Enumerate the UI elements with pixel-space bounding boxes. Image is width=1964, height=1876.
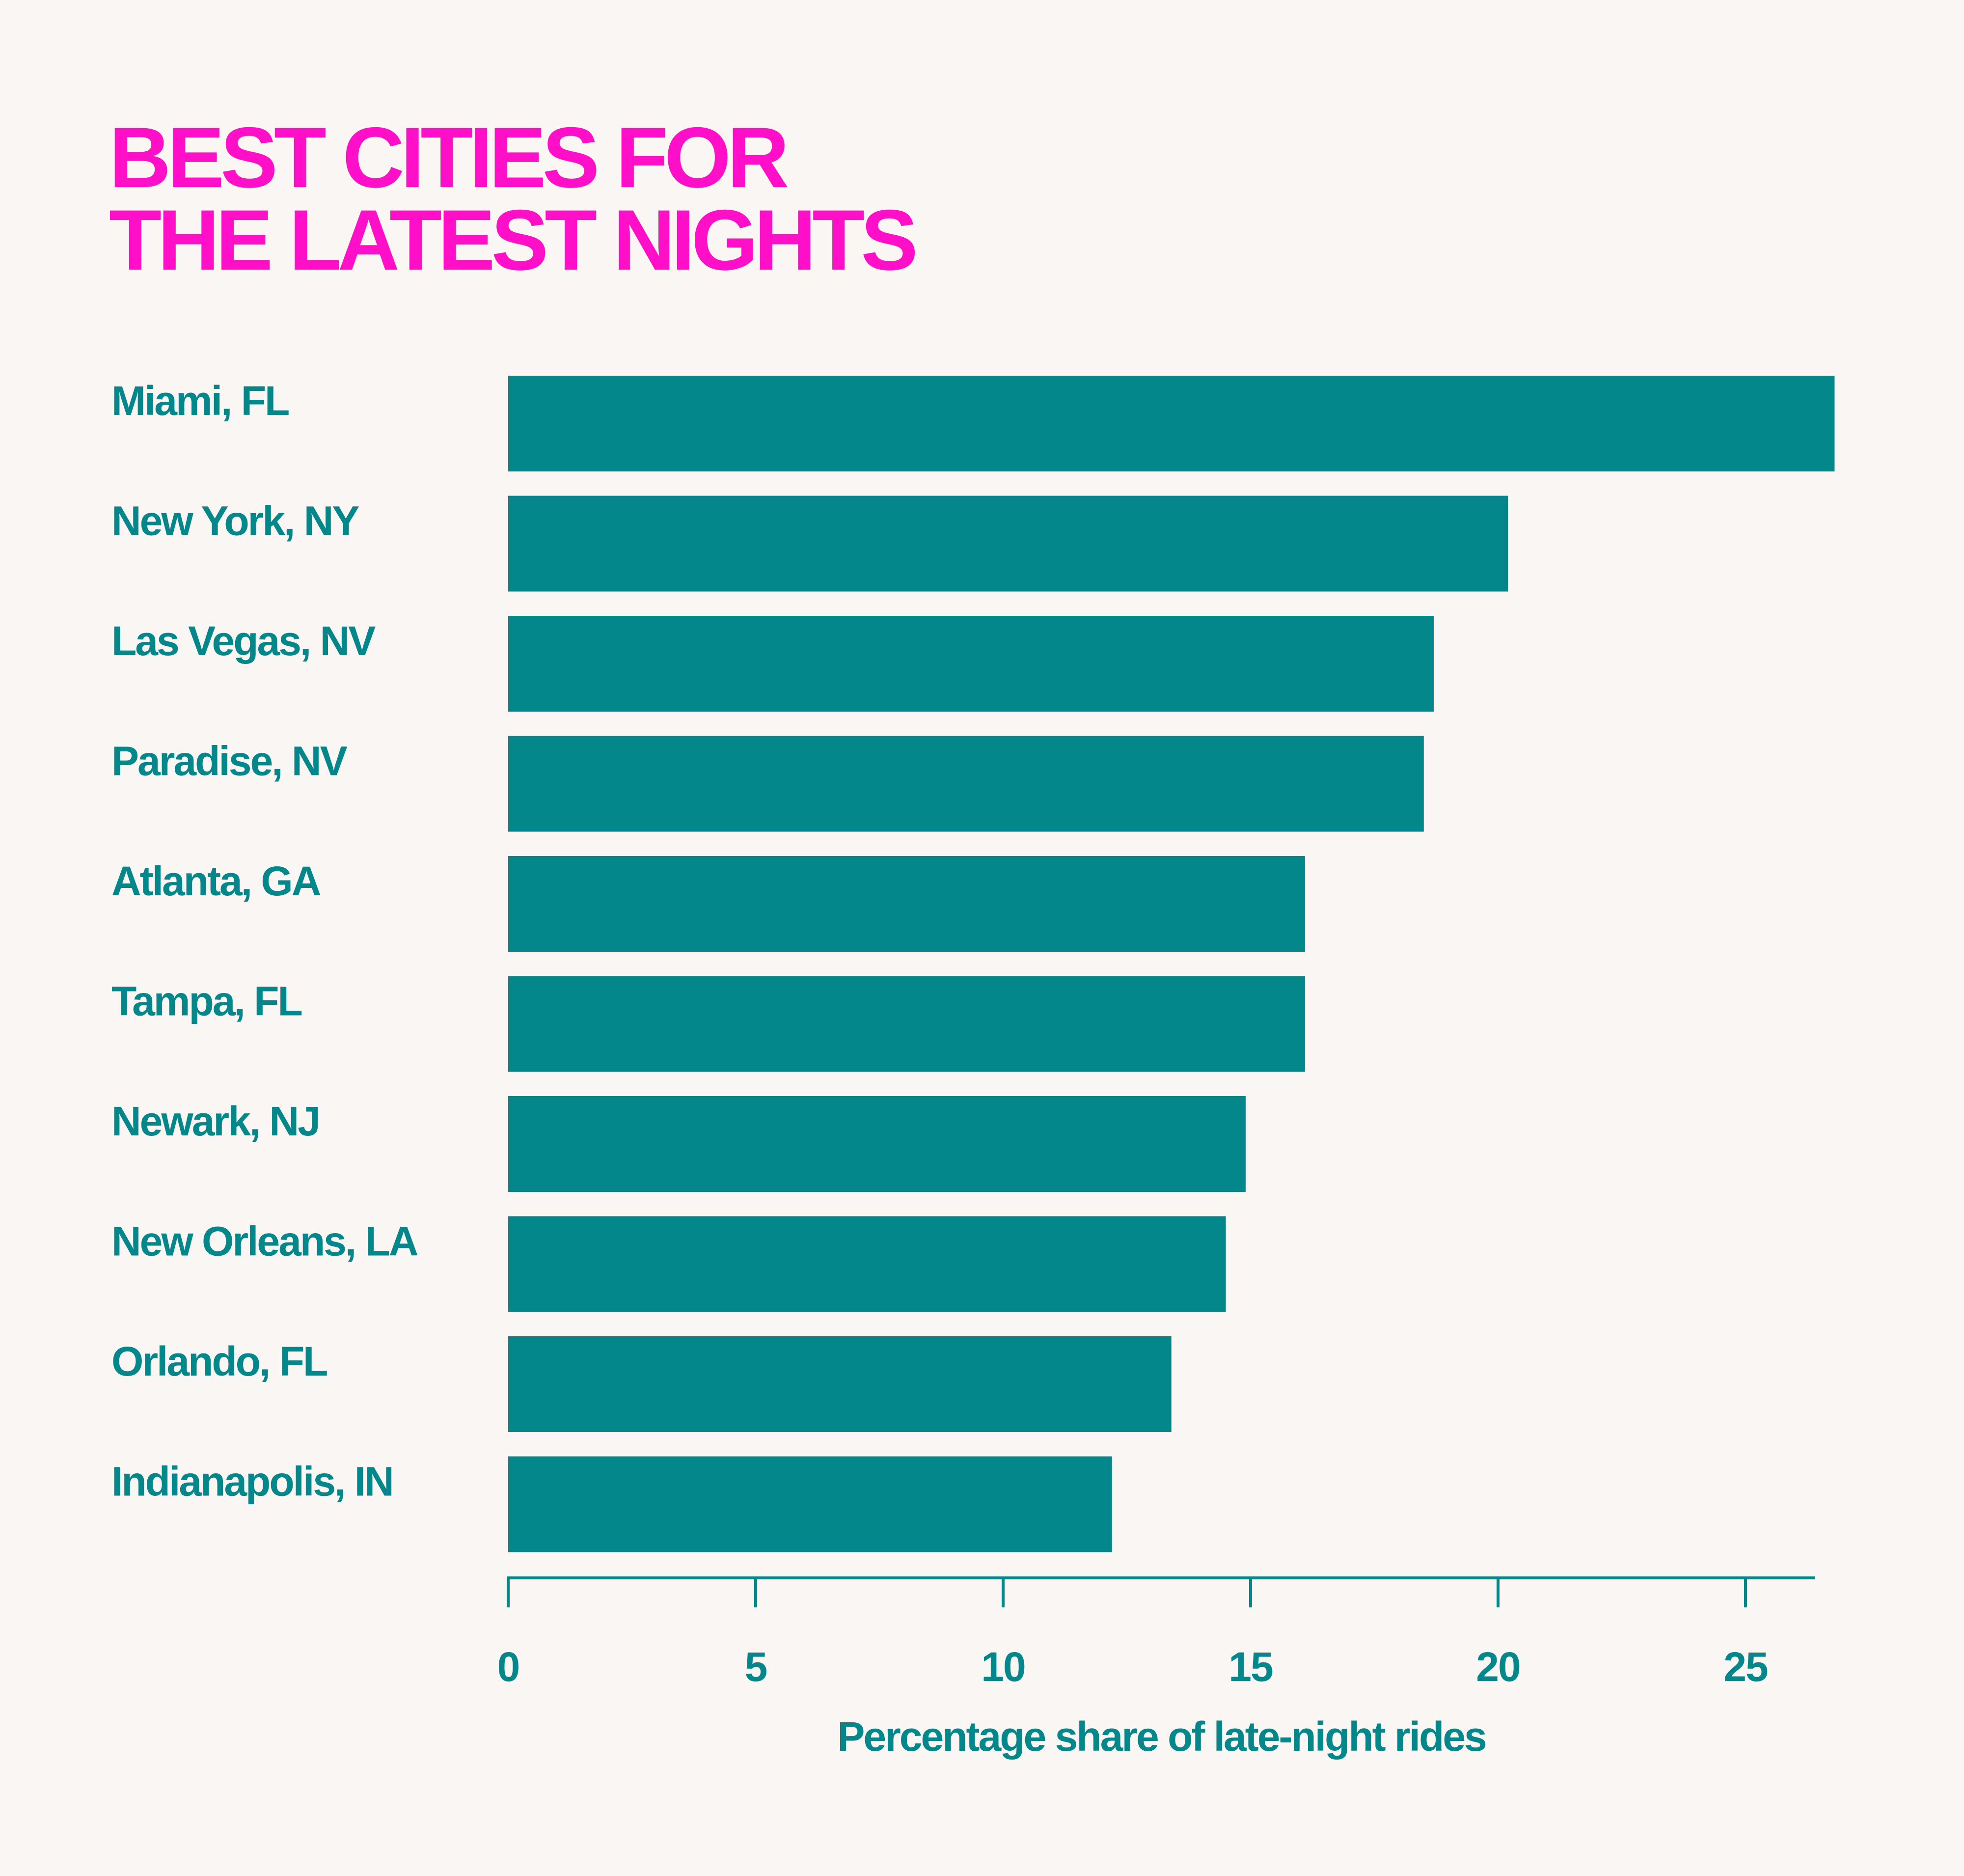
category-label: Miami, FL xyxy=(111,378,289,424)
bar-newark-nj xyxy=(508,1096,1246,1192)
x-tick-label: 15 xyxy=(1228,1644,1273,1690)
chart-title-line-2: THE LATEST NIGHTS xyxy=(109,193,918,288)
category-label: Tampa, FL xyxy=(111,978,301,1024)
bar-las-vegas-nv xyxy=(508,616,1434,712)
x-tick-label: 5 xyxy=(745,1644,767,1690)
bar-new-orleans-la xyxy=(508,1216,1226,1312)
category-label: New York, NY xyxy=(111,498,359,544)
bar-orlando-fl xyxy=(508,1336,1172,1432)
bar-miami-fl xyxy=(508,376,1835,471)
x-tick-label: 0 xyxy=(497,1644,519,1690)
bar-tampa-fl xyxy=(508,976,1305,1072)
x-tick-label: 20 xyxy=(1476,1644,1520,1690)
x-tick-label: 25 xyxy=(1723,1644,1768,1690)
bar-atlanta-ga xyxy=(508,856,1305,952)
bar-new-york-ny xyxy=(508,496,1508,592)
category-label: Orlando, FL xyxy=(111,1338,327,1384)
x-tick-label: 10 xyxy=(981,1644,1025,1690)
category-label: Paradise, NV xyxy=(111,738,348,784)
bar-indianapolis-in xyxy=(508,1456,1112,1552)
bar-paradise-nv xyxy=(508,736,1424,832)
category-label: Atlanta, GA xyxy=(111,858,321,904)
category-label: New Orleans, LA xyxy=(111,1218,418,1265)
category-labels-group: Miami, FL New York, NY Las Vegas, NV Paradi… xyxy=(111,378,419,1505)
chart-title: BEST CITIES FOR THE LATEST NIGHTS xyxy=(109,110,1189,288)
bars-group xyxy=(508,376,1835,1552)
chart-title-line-1: BEST CITIES FOR xyxy=(109,110,789,206)
category-label: Las Vegas, NV xyxy=(111,618,376,664)
x-axis: 0 5 10 15 20 25 xyxy=(497,1576,1815,1690)
category-label: Indianapolis, IN xyxy=(111,1459,393,1505)
category-label: Newark, NJ xyxy=(111,1098,319,1144)
x-axis-title: Percentage share of late-night rides xyxy=(837,1713,1486,1760)
